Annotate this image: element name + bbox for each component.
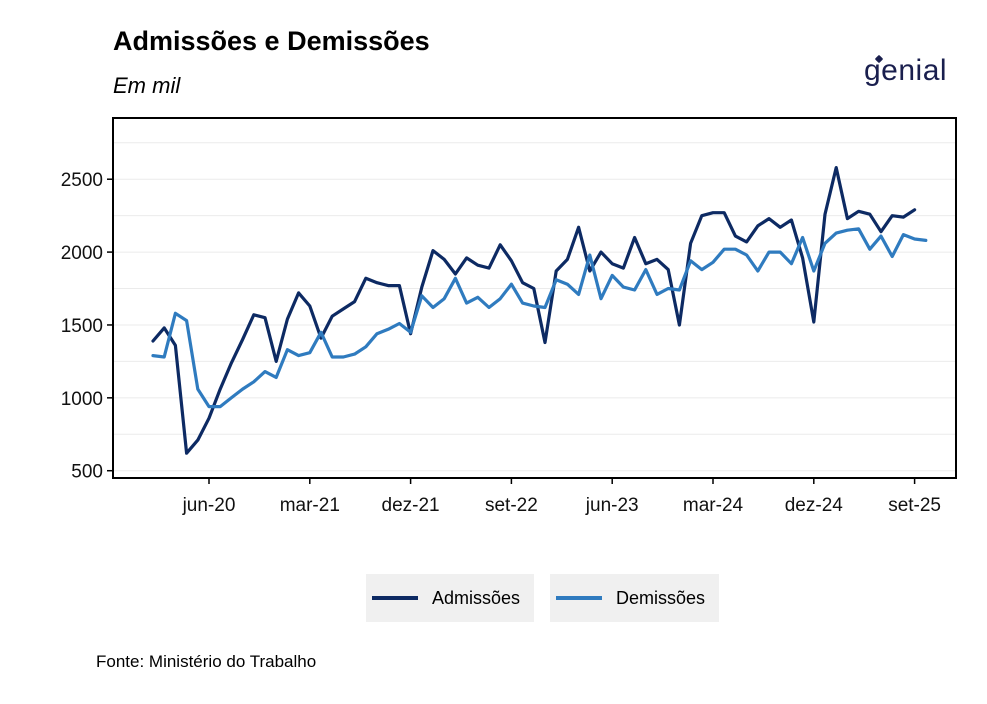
chart-legend: Admissões Demissões	[366, 574, 720, 622]
legend-label-demissoes: Demissões	[616, 587, 706, 608]
x-tick-label: dez-24	[785, 495, 844, 516]
y-tick-label: 1000	[61, 389, 103, 410]
x-tick-label: mar-24	[683, 495, 744, 516]
x-tick-label: jun-20	[182, 495, 236, 516]
legend-swatch-admissoes	[372, 596, 418, 600]
x-axis: jun-20 mar-21 dez-21 set-22 jun-23 mar-24 dez-…	[182, 478, 941, 516]
legend-swatch-demissoes	[556, 596, 603, 600]
series-line-demissoes	[151, 227, 928, 409]
legend-item-admissoes: Admissões	[366, 574, 535, 622]
chart-subtitle: Em mil	[113, 73, 181, 98]
source-note: Fonte: Ministério do Trabalho	[96, 652, 317, 671]
y-tick-label: 2500	[61, 170, 103, 191]
legend-item-demissoes: Demissões	[550, 574, 720, 622]
brand-logo: genial	[864, 54, 947, 88]
plot-frame	[112, 117, 957, 479]
y-tick-label: 500	[71, 462, 103, 483]
y-tick-label: 2000	[61, 243, 103, 264]
x-tick-label: jun-23	[585, 495, 639, 516]
legend-label-admissoes: Admissões	[432, 587, 521, 608]
chart-series	[151, 166, 928, 455]
x-tick-label: dez-21	[382, 495, 440, 516]
series-line-admissoes	[151, 166, 917, 455]
x-tick-label: set-25	[888, 495, 941, 516]
chart-title: Admissões e Demissões	[113, 26, 430, 56]
x-tick-label: mar-21	[280, 495, 340, 516]
x-tick-label: set-22	[485, 495, 538, 516]
y-tick-label: 1500	[61, 316, 103, 337]
y-axis: 500 1000 1500 2000 2500	[61, 170, 113, 483]
